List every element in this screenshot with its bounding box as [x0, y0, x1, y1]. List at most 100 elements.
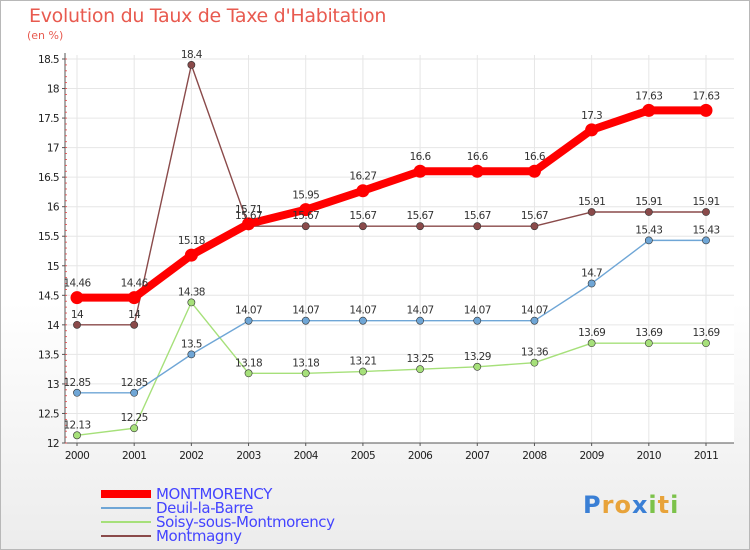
data-label: 16.6: [410, 151, 432, 163]
data-label: 12.25: [121, 412, 148, 424]
data-point: [527, 164, 541, 178]
data-label: 15.95: [292, 190, 319, 202]
data-label: 14.07: [407, 305, 434, 317]
data-point: [530, 358, 539, 367]
data-point: [644, 208, 653, 216]
data-label: 12.13: [63, 419, 90, 431]
data-label: 15.91: [578, 196, 605, 208]
data-label: 15.18: [178, 235, 205, 247]
data-label: 14.07: [292, 305, 319, 317]
data-point: [473, 362, 482, 371]
data-label: 15.71: [235, 204, 262, 216]
x-tick-label: 2000: [65, 450, 89, 462]
data-point: [73, 431, 81, 440]
data-label: 13.18: [292, 357, 319, 369]
data-label: 13.18: [235, 357, 262, 369]
brand-letter: r: [601, 491, 615, 519]
data-point: [244, 316, 253, 325]
data-label: 15.67: [464, 210, 491, 222]
y-tick-label: 18.5: [38, 54, 59, 66]
y-tick-label: 16.5: [38, 172, 59, 184]
data-point: [187, 350, 196, 359]
x-tick-label: 2006: [408, 450, 433, 462]
data-point: [359, 316, 367, 325]
legend-label: MONTMORENCY: [156, 485, 273, 503]
data-point: [242, 217, 256, 231]
x-tick-label: 2003: [236, 450, 260, 462]
data-label: 13.21: [349, 356, 376, 368]
series-line-montmagny: [76, 64, 707, 326]
data-label: 15.67: [292, 210, 319, 222]
y-tick-label: 16: [47, 202, 60, 214]
brand-letter: x: [631, 491, 649, 519]
data-point: [187, 298, 196, 307]
series-line-deuil-la-barre: [76, 239, 707, 394]
x-tick-label: 2004: [294, 450, 319, 462]
x-tick-label: 2007: [465, 450, 489, 462]
data-label: 18.4: [181, 49, 203, 61]
data-point: [130, 388, 139, 397]
brand-letter: i: [648, 491, 658, 519]
y-tick-label: 14.5: [38, 290, 59, 302]
series-line-montmorency: [73, 106, 710, 302]
data-label: 13.5: [181, 338, 202, 350]
data-point: [73, 320, 81, 329]
data-label: 15.67: [349, 210, 376, 222]
y-tick-label: 12.5: [38, 408, 59, 420]
brand-logo: Proxiti: [583, 491, 679, 519]
data-point: [587, 279, 596, 288]
brand-letter: P: [583, 491, 602, 519]
data-point: [642, 103, 656, 117]
data-label: 14.38: [178, 286, 205, 298]
data-point: [130, 320, 139, 329]
data-label: 13.29: [464, 351, 491, 363]
data-label: 13.25: [407, 353, 434, 365]
data-point: [416, 316, 424, 325]
data-label: 17.3: [581, 110, 602, 122]
series-line-soisy-sous-montmorency: [76, 301, 707, 437]
data-point: [530, 222, 539, 231]
brand-letter: t: [657, 491, 671, 519]
data-point: [473, 222, 482, 231]
data-point: [301, 222, 310, 231]
data-label: 13.69: [692, 327, 719, 339]
legend-label: Soisy-sous-Montmorency: [156, 513, 335, 531]
y-tick-label: 14: [47, 320, 60, 332]
data-point: [644, 236, 653, 245]
x-tick-label: 2008: [522, 450, 546, 462]
data-label: 14.7: [581, 267, 602, 279]
data-label: 13.36: [521, 347, 549, 359]
data-label: 14.07: [235, 305, 262, 317]
data-label: 13.69: [635, 327, 662, 339]
x-tick-label: 2005: [351, 450, 375, 462]
data-point: [70, 291, 84, 305]
data-label: 13.69: [578, 327, 605, 339]
legend-label: Montmagny: [156, 527, 242, 545]
data-point: [699, 103, 713, 117]
data-point: [587, 208, 596, 216]
data-point: [585, 123, 599, 137]
x-tick-label: 2010: [637, 450, 661, 462]
data-label: 14.07: [521, 305, 548, 317]
data-point: [359, 222, 367, 231]
y-tick-label: 15.5: [38, 231, 59, 243]
y-tick-label: 18: [47, 84, 59, 96]
data-point: [127, 291, 141, 305]
data-point: [473, 316, 482, 325]
data-label: 12.85: [121, 377, 148, 389]
y-tick-label: 12: [47, 438, 59, 450]
data-point: [359, 367, 367, 376]
data-label: 16.6: [524, 151, 546, 163]
data-point: [702, 208, 710, 216]
data-point: [356, 184, 370, 198]
data-point: [416, 365, 424, 374]
data-label: 15.67: [521, 210, 548, 222]
data-label: 14: [71, 309, 84, 321]
data-label: 14.46: [63, 278, 91, 290]
chart-title: Evolution du Taux de Taxe d'Habitation: [29, 5, 387, 27]
data-point: [587, 339, 596, 348]
brand-letter: i: [670, 491, 680, 519]
data-point: [187, 61, 196, 69]
